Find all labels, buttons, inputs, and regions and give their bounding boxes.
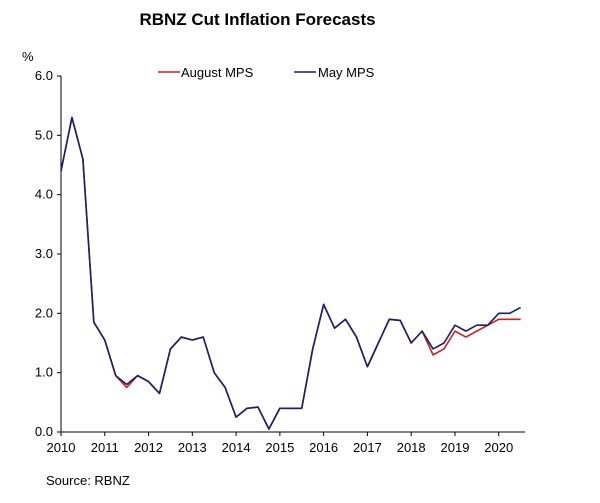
y-tick-label: 6.0 <box>35 68 53 83</box>
x-tick-label: 2016 <box>309 440 338 455</box>
axes <box>57 75 525 436</box>
chart-title: RBNZ Cut Inflation Forecasts <box>139 10 376 29</box>
y-tick-label: 0.0 <box>35 424 53 439</box>
y-tick-label: 4.0 <box>35 187 53 202</box>
y-tick-label: 2.0 <box>35 305 53 320</box>
y-tick-label: 5.0 <box>35 127 53 142</box>
x-tick-label: 2015 <box>265 440 294 455</box>
legend: August MPS May MPS <box>158 65 375 80</box>
source-note: Source: RBNZ <box>46 473 130 488</box>
legend-label-may: May MPS <box>318 65 375 80</box>
series-lines <box>60 116 522 430</box>
series-line-may-mps <box>60 116 522 430</box>
y-axis-unit-label: % <box>22 49 34 64</box>
x-tick-label: 2010 <box>47 440 76 455</box>
x-tick-label: 2019 <box>441 440 470 455</box>
x-tick-label: 2013 <box>178 440 207 455</box>
tick-labels: 0.0 1.0 2.0 3.0 4.0 5.0 6.0 2010 2011 2012 2013 201… <box>35 68 513 455</box>
x-tick-label: 2018 <box>397 440 426 455</box>
x-tick-label: 2020 <box>484 440 513 455</box>
x-tick-label: 2017 <box>353 440 382 455</box>
x-tick-label: 2012 <box>134 440 163 455</box>
x-tick-label: 2014 <box>222 440 251 455</box>
x-tick-label: 2011 <box>91 440 119 455</box>
y-tick-label: 3.0 <box>35 246 53 261</box>
legend-label-august: August MPS <box>181 65 254 80</box>
y-tick-label: 1.0 <box>35 365 53 380</box>
